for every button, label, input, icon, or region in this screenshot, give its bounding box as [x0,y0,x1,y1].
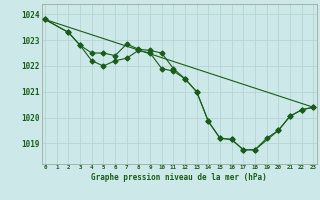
X-axis label: Graphe pression niveau de la mer (hPa): Graphe pression niveau de la mer (hPa) [91,173,267,182]
